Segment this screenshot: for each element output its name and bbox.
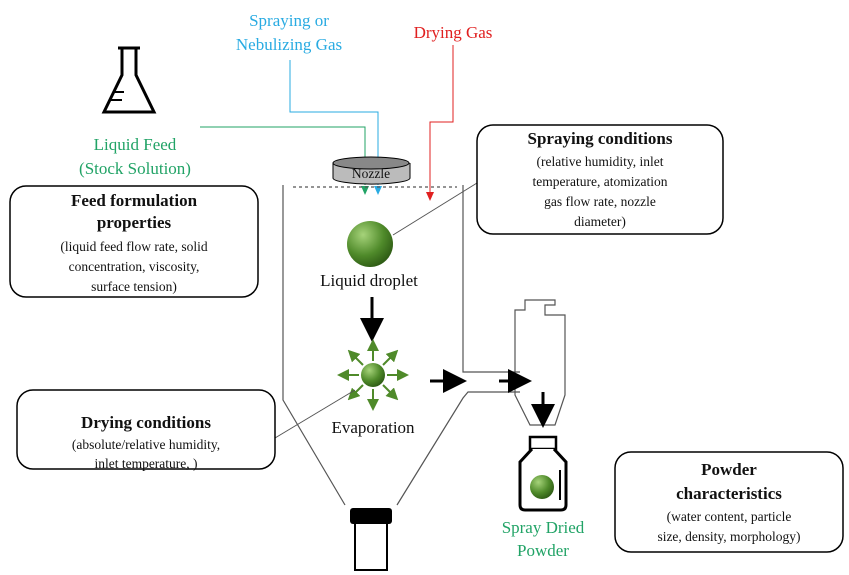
- box-title: Feed formulation: [71, 191, 198, 210]
- connector: [392, 182, 478, 236]
- box-body: diameter): [574, 214, 626, 229]
- drying-gas-line: [429, 45, 454, 192]
- bottle: [518, 435, 568, 512]
- box-body: (liquid feed flow rate, solid: [60, 239, 208, 254]
- collector: [350, 508, 392, 571]
- arrow: [374, 186, 382, 195]
- box-body: concentration, viscosity,: [69, 259, 200, 274]
- box-title: Drying conditions: [81, 413, 211, 432]
- spray-gas-label: Nebulizing Gas: [236, 35, 342, 54]
- product-label: Spray Dried: [502, 518, 585, 537]
- evaporation-label: Evaporation: [331, 418, 415, 437]
- box-title: Powder: [701, 460, 757, 479]
- droplet: [347, 221, 393, 267]
- box-body: (absolute/relative humidity,: [72, 437, 220, 452]
- particle: [361, 363, 385, 387]
- box-title: characteristics: [676, 484, 782, 503]
- box-body: surface tension): [91, 279, 177, 294]
- nozzle: [332, 156, 411, 185]
- droplet-label: Liquid droplet: [320, 271, 418, 290]
- info-box: Powder characteristics (water content, p…: [614, 451, 844, 553]
- box-body: size, density, morphology): [657, 529, 800, 544]
- feed-label: (Stock Solution): [79, 159, 191, 178]
- feed-label: Liquid Feed: [94, 135, 177, 154]
- arrow: [361, 186, 369, 195]
- box-body: (water content, particle: [667, 509, 792, 524]
- connector: [274, 389, 356, 439]
- spray-gas-line: [289, 60, 379, 185]
- arrow: [426, 192, 434, 201]
- box-title: properties: [97, 213, 172, 232]
- box-body: temperature, atomization: [533, 174, 668, 189]
- nozzle-label: Nozzle: [352, 166, 390, 181]
- info-box: Feed formulation properties (liquid feed…: [9, 185, 259, 298]
- box-body: (relative humidity, inlet: [537, 154, 664, 169]
- spray-gas-label: Spraying or: [249, 11, 329, 30]
- box-title: Spraying conditions: [527, 129, 672, 148]
- evaporation-icon: [337, 339, 409, 411]
- box-body: inlet temperature, ): [94, 456, 197, 471]
- product-label: Powder: [517, 541, 569, 560]
- drying-gas-label: Drying Gas: [414, 23, 493, 42]
- info-box: Drying conditions (absolute/relative hum…: [16, 389, 276, 471]
- info-box: Spraying conditions (relative humidity, …: [476, 124, 724, 235]
- flask-icon: [101, 46, 157, 114]
- box-body: gas flow rate, nozzle: [544, 194, 656, 209]
